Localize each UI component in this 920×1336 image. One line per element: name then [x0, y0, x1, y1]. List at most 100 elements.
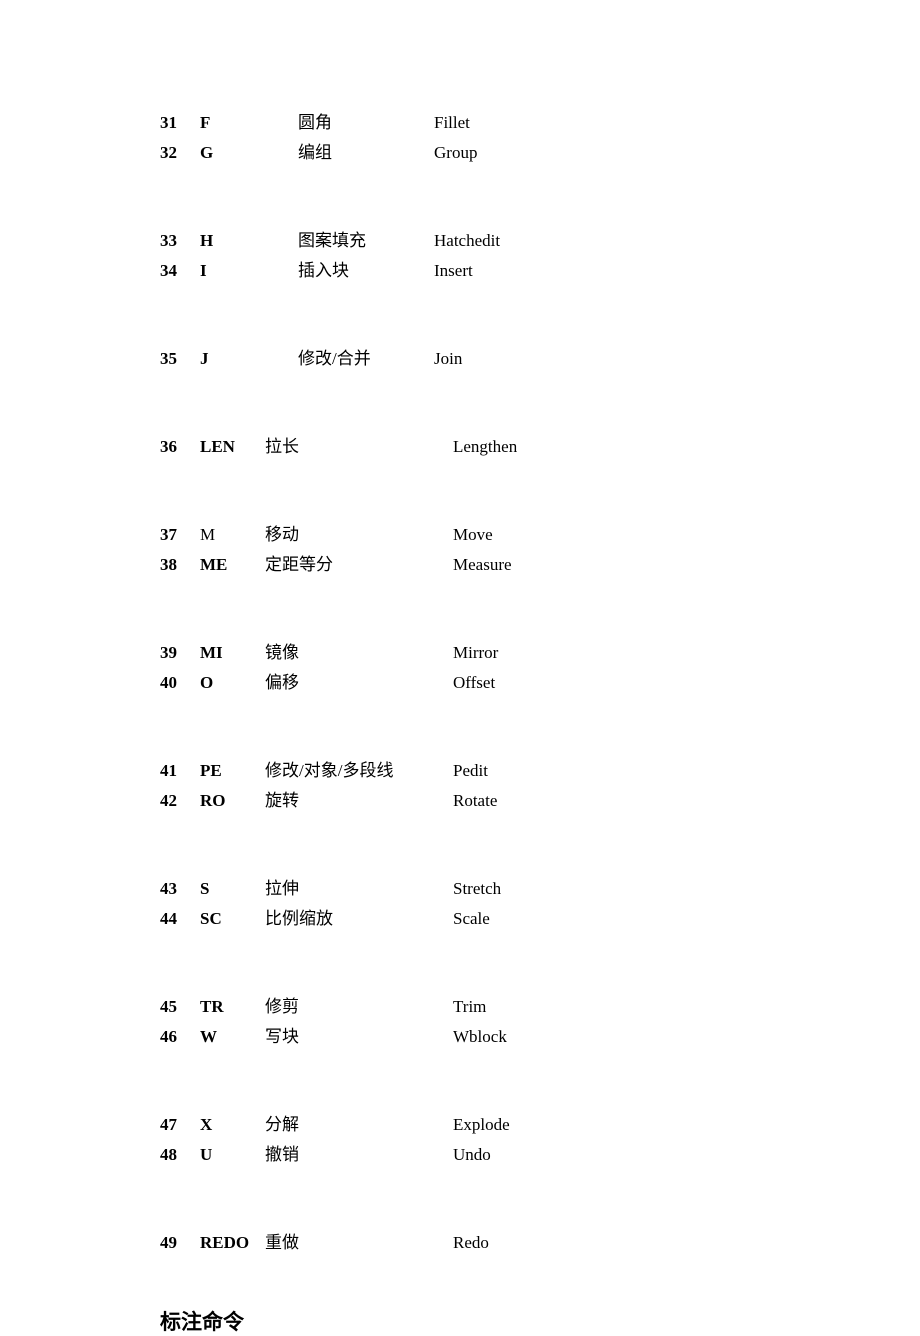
row-group: 47X分解Explode48U撤销Undo	[160, 1110, 920, 1170]
table-row: 46W写块Wblock	[160, 1022, 920, 1052]
command-name-en: Join	[434, 344, 462, 374]
command-name-en: Measure	[453, 550, 512, 580]
command-name-cn: 定距等分	[265, 550, 453, 580]
command-name-cn: 移动	[265, 520, 453, 550]
table-row: 36LEN拉长Lengthen	[160, 432, 920, 462]
command-alias: PE	[200, 756, 265, 786]
command-name-en: Stretch	[453, 874, 501, 904]
command-alias: F	[200, 108, 298, 138]
command-name-en: Group	[434, 138, 477, 168]
command-name-en: Pedit	[453, 756, 488, 786]
row-group: 37M移动Move38ME定距等分Measure	[160, 520, 920, 580]
row-number: 45	[160, 992, 200, 1022]
table-row: 39MI镜像Mirror	[160, 638, 920, 668]
command-name-en: Trim	[453, 992, 486, 1022]
row-number: 35	[160, 344, 200, 374]
command-name-en: Mirror	[453, 638, 498, 668]
command-alias: SC	[200, 904, 265, 934]
command-name-cn: 拉伸	[265, 874, 453, 904]
table-row: 42RO旋转Rotate	[160, 786, 920, 816]
command-name-cn: 写块	[265, 1022, 453, 1052]
row-group: 31F圆角Fillet32G编组Group	[160, 108, 920, 168]
command-name-cn: 偏移	[265, 668, 453, 698]
command-name-cn: 比例缩放	[265, 904, 453, 934]
table-row: 43S拉伸Stretch	[160, 874, 920, 904]
table-row: 33H图案填充Hatchedit	[160, 226, 920, 256]
command-name-cn: 修改/合并	[298, 344, 434, 374]
section-heading: 标注命令	[160, 1306, 920, 1336]
command-alias: I	[200, 256, 298, 286]
command-name-cn: 修剪	[265, 992, 453, 1022]
row-number: 31	[160, 108, 200, 138]
command-name-cn: 插入块	[298, 256, 434, 286]
command-name-en: Move	[453, 520, 493, 550]
command-name-cn: 镜像	[265, 638, 453, 668]
row-group: 45TR修剪Trim46W写块Wblock	[160, 992, 920, 1052]
row-number: 46	[160, 1022, 200, 1052]
row-group: 35J修改/合并Join	[160, 344, 920, 374]
command-alias: REDO	[200, 1228, 265, 1258]
command-alias: TR	[200, 992, 265, 1022]
command-name-en: Wblock	[453, 1022, 507, 1052]
command-name-cn: 旋转	[265, 786, 453, 816]
table-row: 49REDO重做Redo	[160, 1228, 920, 1258]
command-name-en: Undo	[453, 1140, 491, 1170]
row-number: 49	[160, 1228, 200, 1258]
command-name-en: Insert	[434, 256, 473, 286]
command-name-en: Fillet	[434, 108, 470, 138]
row-number: 34	[160, 256, 200, 286]
command-alias: S	[200, 874, 265, 904]
row-group: 33H图案填充Hatchedit34I插入块Insert	[160, 226, 920, 286]
command-alias: M	[200, 520, 265, 550]
row-number: 39	[160, 638, 200, 668]
row-group: 36LEN拉长Lengthen	[160, 432, 920, 462]
table-row: 37M移动Move	[160, 520, 920, 550]
table-row: 41PE修改/对象/多段线Pedit	[160, 756, 920, 786]
row-number: 43	[160, 874, 200, 904]
row-group: 41PE修改/对象/多段线Pedit42RO旋转Rotate	[160, 756, 920, 816]
row-number: 47	[160, 1110, 200, 1140]
command-alias: X	[200, 1110, 265, 1140]
row-number: 37	[160, 520, 200, 550]
command-alias: G	[200, 138, 298, 168]
command-alias: O	[200, 668, 265, 698]
row-number: 38	[160, 550, 200, 580]
command-name-cn: 分解	[265, 1110, 453, 1140]
command-alias: MI	[200, 638, 265, 668]
table-row: 38ME定距等分Measure	[160, 550, 920, 580]
command-alias: U	[200, 1140, 265, 1170]
command-name-cn: 圆角	[298, 108, 434, 138]
command-alias: LEN	[200, 432, 265, 462]
command-name-en: Lengthen	[453, 432, 517, 462]
command-name-en: Hatchedit	[434, 226, 500, 256]
row-number: 36	[160, 432, 200, 462]
command-alias: RO	[200, 786, 265, 816]
row-group: 49REDO重做Redo	[160, 1228, 920, 1258]
row-number: 42	[160, 786, 200, 816]
row-number: 41	[160, 756, 200, 786]
table-row: 31F圆角Fillet	[160, 108, 920, 138]
command-table: 31F圆角Fillet32G编组Group33H图案填充Hatchedit34I…	[160, 108, 920, 1258]
command-name-en: Rotate	[453, 786, 497, 816]
row-number: 32	[160, 138, 200, 168]
command-name-cn: 图案填充	[298, 226, 434, 256]
command-alias: ME	[200, 550, 265, 580]
row-number: 44	[160, 904, 200, 934]
command-name-cn: 修改/对象/多段线	[265, 756, 453, 786]
command-alias: W	[200, 1022, 265, 1052]
table-row: 45TR修剪Trim	[160, 992, 920, 1022]
row-number: 40	[160, 668, 200, 698]
row-number: 33	[160, 226, 200, 256]
command-name-en: Redo	[453, 1228, 489, 1258]
command-name-en: Offset	[453, 668, 495, 698]
command-name-en: Scale	[453, 904, 490, 934]
table-row: 40O偏移Offset	[160, 668, 920, 698]
command-alias: H	[200, 226, 298, 256]
command-name-cn: 编组	[298, 138, 434, 168]
table-row: 44SC比例缩放Scale	[160, 904, 920, 934]
table-row: 47X分解Explode	[160, 1110, 920, 1140]
command-name-cn: 撤销	[265, 1140, 453, 1170]
row-group: 39MI镜像Mirror40O偏移Offset	[160, 638, 920, 698]
table-row: 35J修改/合并Join	[160, 344, 920, 374]
table-row: 34I插入块Insert	[160, 256, 920, 286]
